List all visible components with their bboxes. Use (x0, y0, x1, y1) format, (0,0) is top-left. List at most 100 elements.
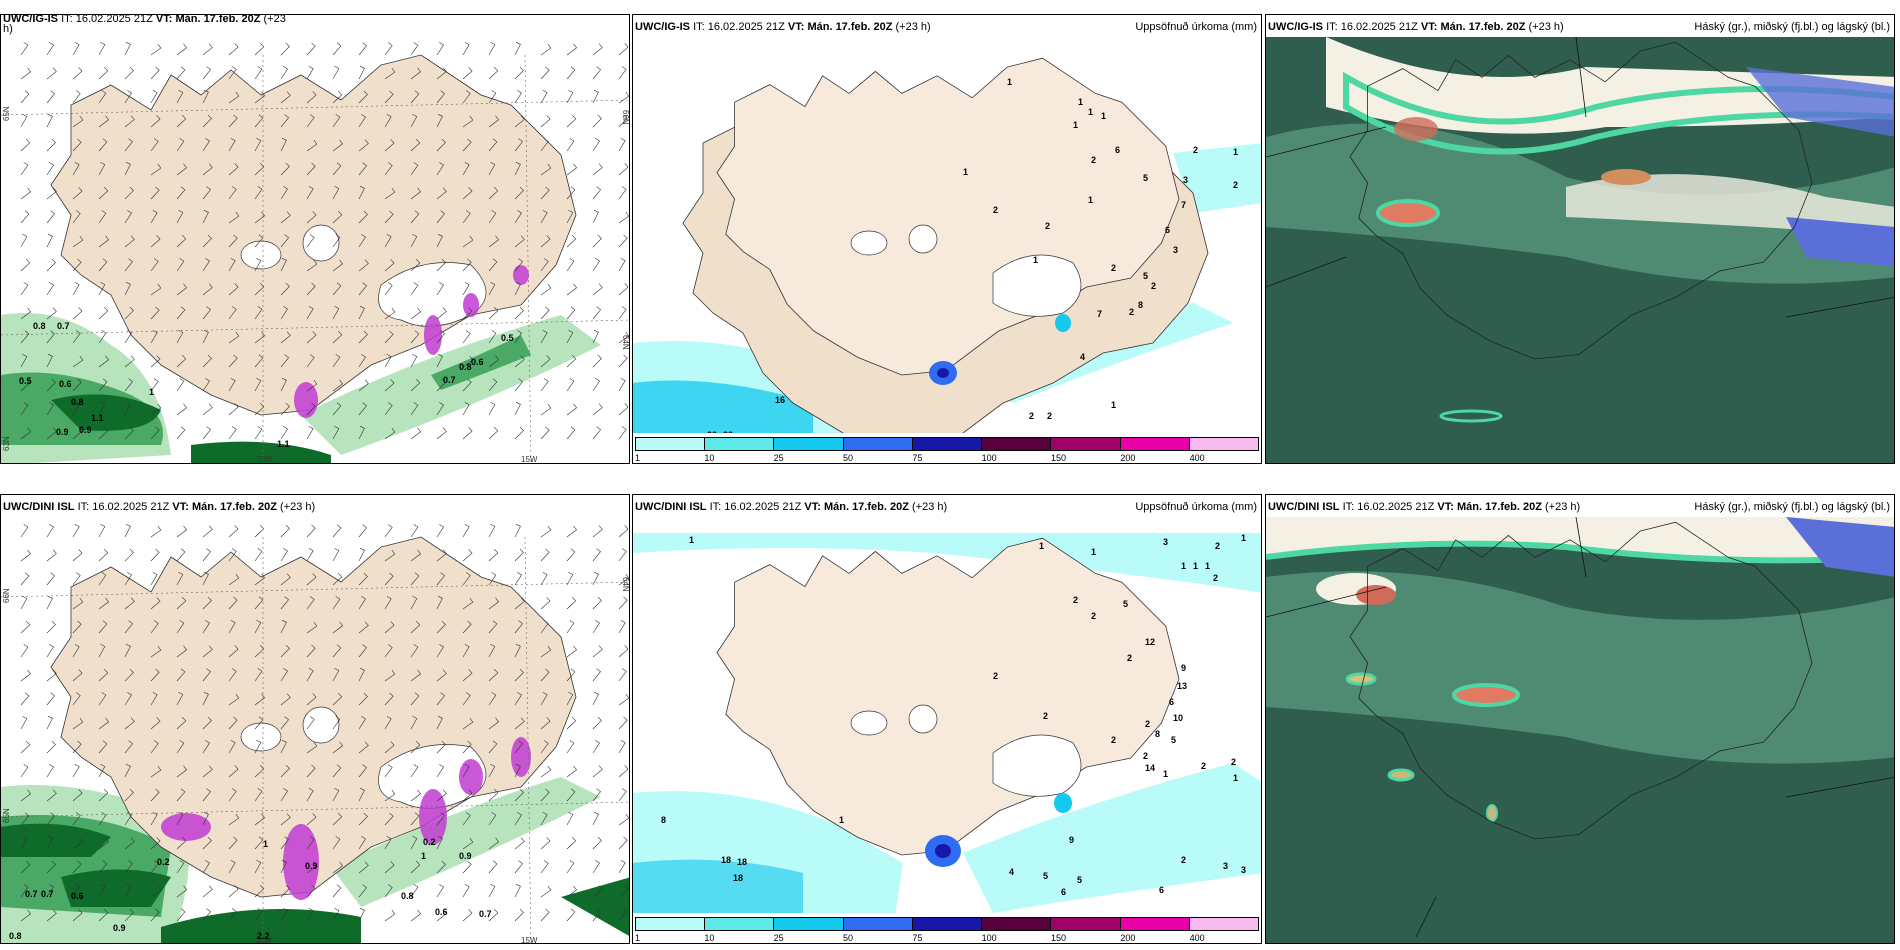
value-label: 0.9 (113, 923, 126, 933)
wind-barb (592, 283, 603, 296)
wind-barb (436, 692, 445, 706)
wind-barb (280, 596, 289, 610)
wind-barb (280, 668, 288, 682)
wind-barb (20, 187, 32, 200)
colorbar-label: 50 (843, 933, 854, 943)
wind-barb (72, 307, 83, 320)
wind-barb (150, 548, 160, 562)
wind-barb (514, 330, 522, 344)
value-label: 0.7 (57, 321, 70, 331)
wind-barb (436, 307, 447, 320)
grid-label: 66N (621, 110, 630, 125)
wind-barb (514, 258, 523, 272)
colorbar-label: 1 (635, 453, 641, 463)
wind-barb (280, 354, 289, 368)
precip-zone-light (633, 533, 1261, 593)
colorbar-swatch (1120, 438, 1190, 450)
colorbar-label: 10 (704, 453, 715, 463)
value-label: 9 (1069, 835, 1074, 845)
cloud-patch (1439, 409, 1503, 423)
wind-barb (20, 692, 30, 706)
wind-barb (436, 353, 443, 368)
wind-barb (566, 811, 574, 826)
wind-barb (202, 571, 209, 586)
wind-barb (332, 693, 343, 706)
wind-barb (592, 354, 602, 368)
wind-barb (384, 402, 393, 416)
wind-barb (228, 596, 238, 610)
wind-barb (514, 523, 521, 538)
wind-barb (566, 548, 576, 562)
wind-barb (228, 908, 237, 922)
wind-barb (488, 597, 500, 610)
wind-barb (124, 66, 134, 80)
wind-barb (98, 620, 108, 634)
wind-barb (254, 306, 263, 320)
wind-barb (124, 597, 135, 610)
wind-barb (358, 524, 367, 538)
wind-barb (202, 66, 211, 80)
value-label: 2 (1145, 719, 1150, 729)
value-label: 0.8 (459, 362, 472, 372)
wind-barb (384, 330, 394, 344)
glacier (850, 230, 888, 256)
wind-barb (280, 282, 290, 296)
wind-barb (358, 114, 366, 128)
cloud-core (1376, 199, 1440, 227)
wind-barb (20, 789, 32, 802)
wind-barb (358, 402, 367, 416)
wind-barb (46, 740, 56, 754)
value-label: 2 (1129, 307, 1134, 317)
wind-barb (228, 378, 236, 392)
wind-zone-dark (61, 869, 171, 907)
wind-barb (202, 788, 211, 802)
wind-barb (618, 548, 627, 562)
wind-barb (202, 860, 210, 874)
wind-barb (436, 669, 447, 682)
field-title: Háský (gr.), miðský (fj.bl.) og lágský (… (1694, 501, 1890, 513)
wind-barb (20, 524, 29, 538)
wind-barb (254, 645, 265, 658)
value-label: 1 (1039, 541, 1044, 551)
icing-patch (283, 824, 319, 900)
wind-barb (514, 378, 523, 392)
wind-barb (306, 282, 316, 296)
icing-patch (419, 789, 447, 845)
wind-barb (20, 427, 32, 440)
model-name: UWC/IG-IS (1268, 21, 1323, 33)
colorbar-label: 100 (981, 453, 997, 463)
wind-barb (176, 329, 184, 344)
wind-barb (202, 354, 212, 368)
wind-barb (72, 572, 81, 586)
wind-barb (332, 379, 344, 392)
map-wind-icing: 65N 63N 20W 15W 66N 64N 0.8 0.7 0.5 0.6 … (1, 15, 630, 463)
wind-barb (358, 596, 366, 610)
lead-time: (+23 h) (280, 501, 316, 513)
panel-header: UWC/DINI ISL IT: 16.02.2025 21Z VT: Mán.… (1268, 500, 1890, 514)
wind-barb (488, 523, 496, 538)
wind-barb (592, 716, 602, 730)
wind-barb (462, 402, 470, 416)
wind-barb (254, 137, 262, 152)
wind-barb (20, 379, 31, 392)
wind-barb (150, 812, 158, 826)
panel-clouds-dini: UWC/DINI ISL IT: 16.02.2025 21Z VT: Mán.… (1265, 494, 1895, 944)
wind-barb (306, 402, 316, 416)
wind-barb (436, 427, 447, 440)
wind-barb (150, 378, 159, 392)
value-label: 7 (1181, 200, 1186, 210)
wind-barb (566, 788, 576, 802)
grid-label: 65N (2, 808, 11, 823)
wind-barb (618, 306, 627, 320)
value-label: 18 (721, 855, 731, 865)
wind-barb (254, 163, 265, 176)
wind-barb (124, 235, 135, 248)
wind-barb (358, 185, 365, 200)
value-label: 13 (1177, 681, 1187, 691)
wind-barb (410, 861, 421, 874)
wind-barb (20, 764, 29, 778)
wind-barb (436, 644, 444, 658)
wind-barb (410, 572, 420, 586)
wind-barb (150, 860, 159, 874)
wind-barb (410, 595, 418, 610)
